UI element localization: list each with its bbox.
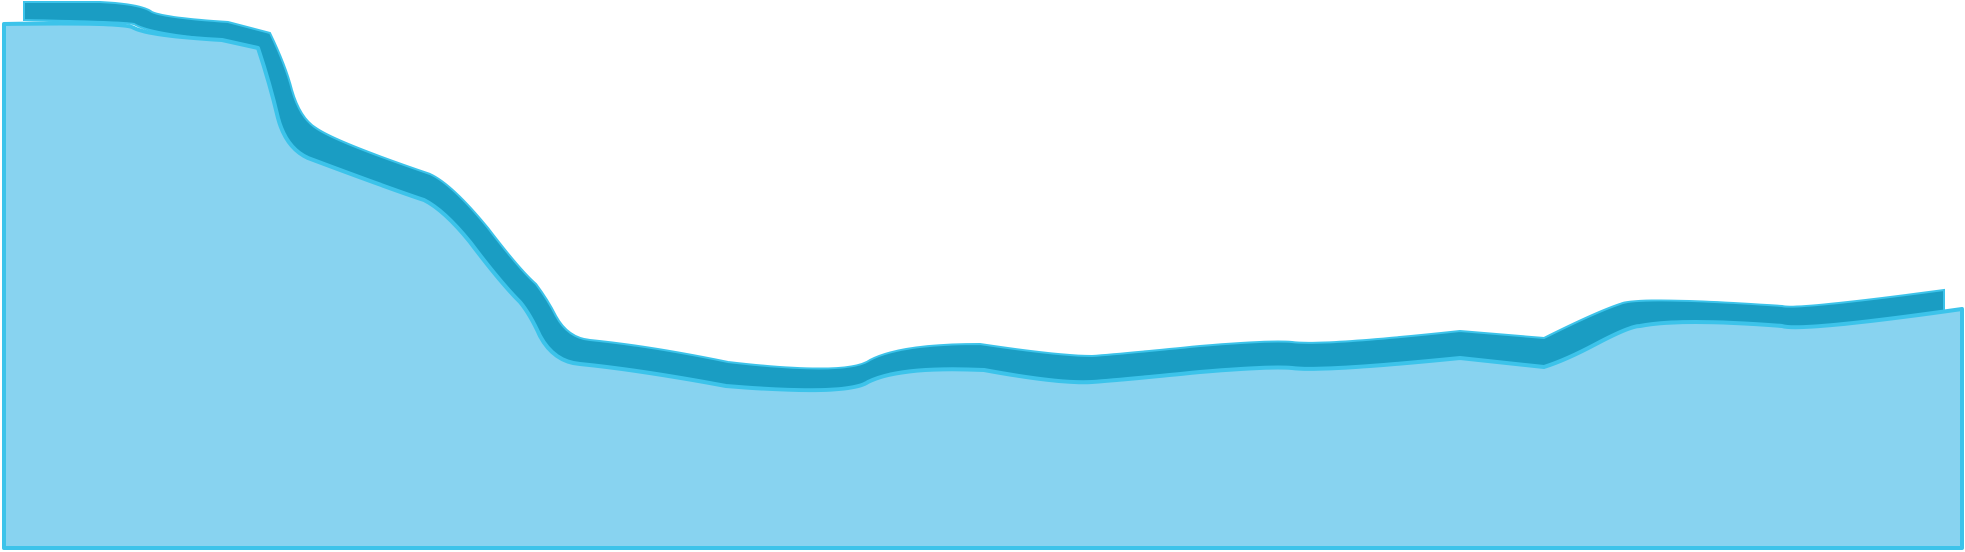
light-blue-area (2, 21, 1964, 550)
